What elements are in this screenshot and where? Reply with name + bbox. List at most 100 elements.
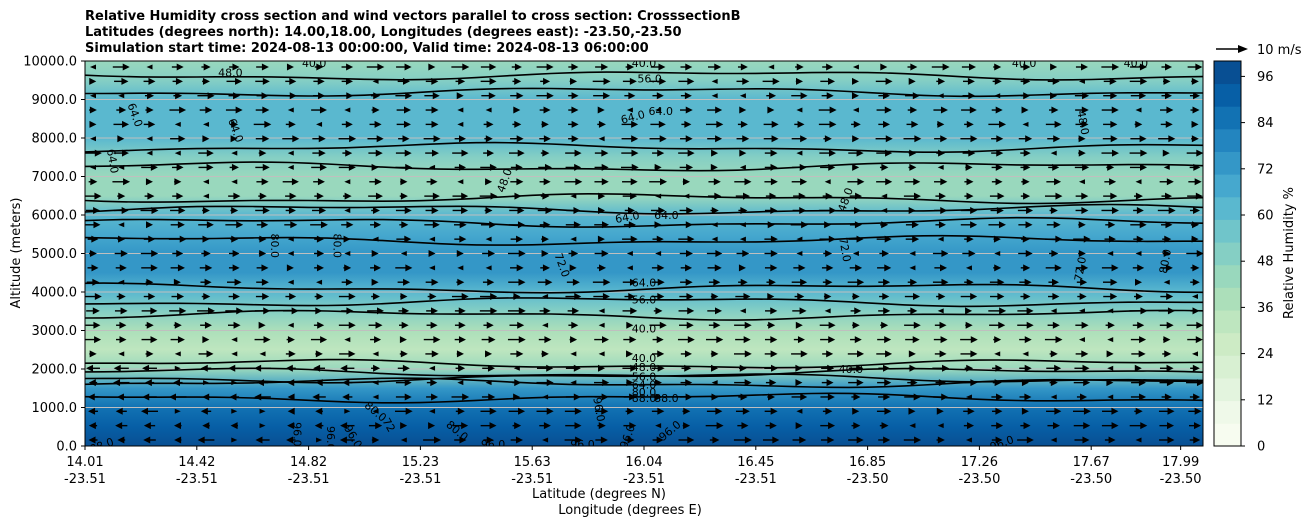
wind-vector-307 [395,206,412,214]
wind-vector-981 [1103,192,1118,200]
wind-vector-401 [481,393,496,401]
wind-vector-1007 [1135,179,1142,185]
contour-line-8 [85,234,1203,246]
wind-vector-1063 [1189,206,1201,214]
wind-vector-558 [649,321,667,329]
wind-vector-901 [1017,206,1034,214]
wind-vector-10 [85,206,101,214]
wind-vector-1072 [1187,336,1203,344]
wind-vector-530 [622,307,638,315]
wind-vector-305 [400,178,408,186]
wind-vector-479 [570,351,577,357]
wind-vector-652 [763,120,779,128]
wind-vector-973 [1103,77,1117,85]
wind-vector-355 [457,121,464,127]
wind-vector-862 [963,422,975,430]
wind-vector-383 [484,135,493,143]
wind-vector-685 [792,206,807,214]
wind-vector-998 [1104,436,1116,444]
wind-vector-53 [117,436,126,444]
wind-vector-181 [254,336,271,344]
wind-vector-201 [287,236,294,242]
contour-label-40: 96.0 [590,396,607,422]
wind-vector-169 [255,163,270,171]
wind-vector-187 [259,423,266,429]
wind-vector-856 [960,336,978,344]
wind-vector-531 [626,321,634,329]
wind-vector-857 [960,350,978,358]
wind-vector-37 [113,206,129,214]
wind-vector-584 [678,307,695,315]
wind-vector-725 [820,393,835,401]
wind-vector-450 [542,322,549,328]
wind-vector-572 [680,135,693,143]
wind-vector-267 [344,408,351,414]
contour-label-23: 56.0 [632,294,657,307]
wind-vector-928 [1049,206,1058,214]
wind-vector-544 [650,120,666,128]
wind-vector-509 [594,393,609,401]
contour-line-0 [85,392,1203,404]
y-tick-label-10: 10000.0 [23,55,77,70]
wind-vector-785 [905,92,920,100]
wind-vector-283 [371,250,379,257]
wind-vector-635 [738,264,746,272]
wind-vector-156 [228,364,241,372]
wind-vector-319 [395,379,412,387]
wind-vector-580 [679,250,694,257]
wind-vector-698 [791,393,808,401]
wind-vector-346 [426,379,438,387]
wind-vector-866 [994,93,1001,99]
wind-vector-1071 [1186,321,1203,329]
wind-vector-940 [1049,379,1058,387]
wind-vector-437 [539,135,551,143]
wind-vector-465 [565,149,582,157]
chart-title-line-2: Latitudes (degrees north): 14.00,18.00, … [85,25,682,40]
wind-vector-755 [848,436,864,444]
wind-vector-313 [400,293,408,301]
wind-vector-270 [366,63,385,71]
wind-vector-519 [621,149,639,157]
wind-vector-117 [203,193,210,199]
wind-vector-671 [767,393,776,401]
contour-label-45: 88.0 [88,435,115,456]
wind-vector-995 [1107,394,1114,400]
wind-vector-308 [399,221,409,229]
wind-vector-570 [680,106,693,114]
wind-vector-996 [1102,407,1119,415]
wind-vector-240 [315,407,323,415]
wind-vector-404 [483,436,494,444]
wind-vector-312 [397,278,411,286]
wind-vector-236 [315,350,323,358]
wind-vector-776 [876,350,893,358]
wind-vector-790 [908,163,917,171]
wind-vector-22 [88,379,98,387]
wind-vector-753 [852,407,860,415]
wind-vector-764 [876,178,893,186]
wind-vector-325 [425,77,439,85]
wind-vector-475 [565,293,582,301]
wind-vector-485 [564,436,583,444]
x-tick-lon-7: -23.50 [847,472,889,487]
wind-vector-934 [1048,293,1060,301]
wind-vector-123 [200,278,212,286]
wind-vector-353 [456,92,464,100]
wind-vector-268 [340,422,355,430]
wind-vector-707 [823,135,832,143]
wind-vector-464 [568,135,579,143]
wind-vector-1019 [1131,350,1146,358]
wind-vector-865 [992,77,1002,85]
wind-vector-557 [653,307,663,315]
wind-vector-1015 [1134,293,1143,301]
wind-vector-137 [228,92,241,100]
wind-vector-742 [852,251,859,256]
wind-vector-767 [880,221,889,229]
wind-vector-801 [904,321,921,329]
wind-vector-226 [312,206,327,214]
wind-vector-49 [113,379,130,387]
wind-vector-46 [115,336,127,344]
y-tick-label-5: 5000.0 [32,247,78,262]
wind-vector-296 [371,436,380,444]
wind-vector-714 [819,235,836,243]
wind-vector-81 [171,63,184,71]
